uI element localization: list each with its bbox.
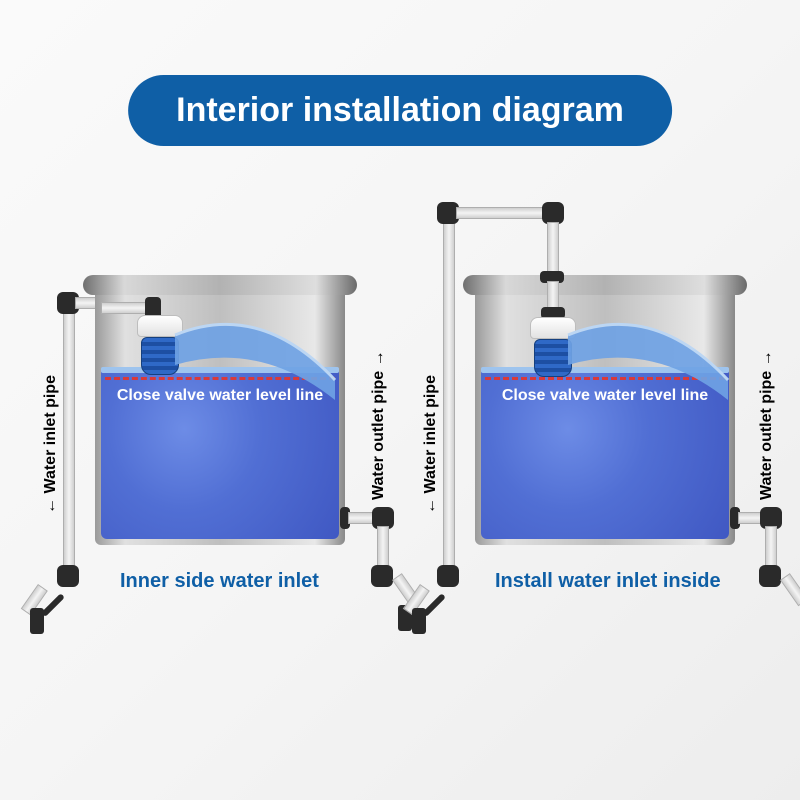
right-inlet-label-text: Water inlet pipe xyxy=(422,376,439,495)
tank-right-lid xyxy=(463,275,747,295)
caption-right: Install water inlet inside xyxy=(495,570,721,593)
tank-left: Close valve water level line xyxy=(95,275,345,545)
left-outlet-pipe-v xyxy=(377,526,389,570)
right-inlet-elbow-bottom xyxy=(437,565,459,587)
diagram-stage: Close valve water level line ← Water inl… xyxy=(0,220,800,720)
tank-right: Close valve water level line xyxy=(475,275,735,545)
tank-left-stream xyxy=(170,320,350,410)
right-outlet-label: Water outlet pipe → xyxy=(758,325,776,525)
right-outlet-elbow2 xyxy=(759,565,781,587)
right-inlet-pipe-top-h xyxy=(456,207,546,219)
left-inlet-label-text: Water inlet pipe xyxy=(42,376,59,495)
left-inlet-label: ← Water inlet pipe xyxy=(42,345,60,545)
left-inlet-pipe-vertical xyxy=(63,300,75,570)
right-inlet-label: ← Water inlet pipe xyxy=(422,345,440,545)
title-pill: Interior installation diagram xyxy=(128,75,672,146)
right-inlet-pipe-v1 xyxy=(443,210,455,570)
caption-left: Inner side water inlet xyxy=(120,570,319,593)
tank-right-internal-down xyxy=(547,281,559,309)
tank-right-stream xyxy=(563,320,743,410)
tank-left-lid xyxy=(83,275,357,295)
right-inlet-elbow-top2 xyxy=(542,202,564,224)
left-inlet-valve-handle xyxy=(41,593,65,617)
left-outlet-label: Water outlet pipe → xyxy=(370,325,388,525)
right-outlet-pipe-v xyxy=(765,526,777,570)
left-outlet-label-text: Water outlet pipe xyxy=(370,371,387,500)
left-outlet-elbow2 xyxy=(371,565,393,587)
right-outlet-label-text: Water outlet pipe xyxy=(758,371,775,500)
right-outlet-pipe-angled xyxy=(780,573,800,606)
left-inlet-elbow-bottom xyxy=(57,565,79,587)
tank-left-internal-pipe xyxy=(101,302,149,314)
